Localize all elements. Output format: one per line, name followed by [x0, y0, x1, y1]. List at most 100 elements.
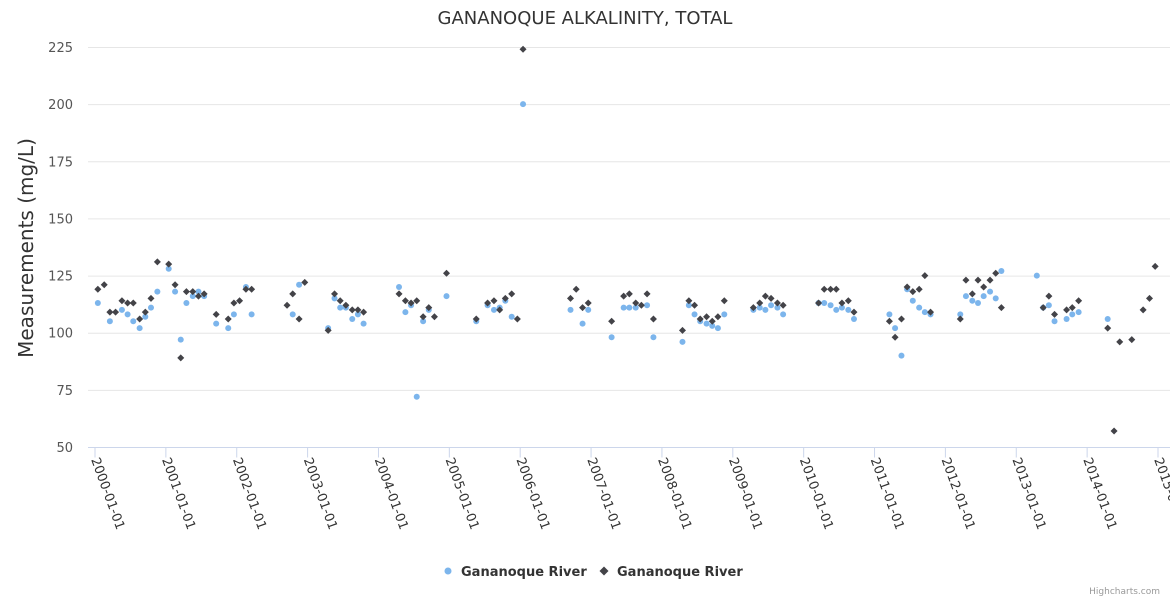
- data-point[interactable]: [112, 308, 120, 316]
- data-point[interactable]: [608, 317, 616, 325]
- data-point[interactable]: [172, 288, 179, 295]
- data-point[interactable]: [396, 284, 403, 290]
- data-point[interactable]: [632, 299, 640, 307]
- data-point[interactable]: [496, 306, 504, 314]
- data-point[interactable]: [962, 293, 969, 300]
- data-point[interactable]: [419, 313, 427, 321]
- data-point[interactable]: [94, 285, 102, 293]
- data-point[interactable]: [106, 308, 114, 316]
- data-point[interactable]: [118, 306, 125, 313]
- data-point[interactable]: [685, 297, 693, 305]
- data-point[interactable]: [903, 283, 911, 291]
- data-point[interactable]: [685, 302, 692, 309]
- data-point[interactable]: [1128, 336, 1136, 344]
- data-point[interactable]: [1116, 338, 1124, 346]
- data-point[interactable]: [442, 269, 450, 277]
- data-point[interactable]: [360, 308, 368, 316]
- data-point[interactable]: [845, 306, 852, 313]
- data-point[interactable]: [762, 306, 769, 313]
- data-point[interactable]: [567, 294, 575, 302]
- plot-area[interactable]: [94, 45, 1159, 435]
- data-point[interactable]: [992, 269, 1000, 277]
- data-point[interactable]: [709, 322, 716, 329]
- data-point[interactable]: [508, 313, 515, 320]
- data-point[interactable]: [501, 294, 509, 302]
- data-point[interactable]: [519, 45, 527, 53]
- data-point[interactable]: [773, 299, 781, 307]
- data-point[interactable]: [153, 258, 161, 266]
- data-point[interactable]: [248, 311, 255, 318]
- data-point[interactable]: [242, 285, 250, 293]
- data-point[interactable]: [620, 292, 628, 300]
- data-point[interactable]: [567, 306, 574, 313]
- data-point[interactable]: [579, 304, 587, 312]
- data-point[interactable]: [691, 301, 699, 309]
- data-point[interactable]: [360, 320, 367, 327]
- data-point[interactable]: [484, 299, 492, 307]
- data-point[interactable]: [1045, 302, 1052, 309]
- data-point[interactable]: [224, 315, 232, 323]
- data-point[interactable]: [177, 354, 185, 362]
- data-point[interactable]: [407, 299, 415, 307]
- data-point[interactable]: [354, 311, 361, 318]
- data-point[interactable]: [94, 300, 101, 306]
- data-point[interactable]: [1039, 304, 1047, 312]
- data-point[interactable]: [236, 297, 244, 305]
- data-point[interactable]: [779, 301, 787, 309]
- data-point[interactable]: [182, 288, 190, 296]
- data-point[interactable]: [230, 299, 238, 307]
- data-point[interactable]: [980, 293, 987, 300]
- data-point[interactable]: [708, 317, 716, 325]
- data-point[interactable]: [756, 304, 763, 311]
- data-point[interactable]: [703, 313, 711, 321]
- data-point[interactable]: [147, 304, 154, 311]
- data-point[interactable]: [443, 293, 450, 300]
- data-point[interactable]: [401, 297, 409, 305]
- data-point[interactable]: [147, 294, 155, 302]
- data-point[interactable]: [1145, 294, 1153, 302]
- data-point[interactable]: [213, 320, 220, 327]
- data-point[interactable]: [130, 318, 137, 325]
- data-point[interactable]: [850, 316, 857, 322]
- data-point[interactable]: [703, 320, 710, 327]
- data-point[interactable]: [761, 292, 769, 300]
- legend-item-series-1[interactable]: Gananoque River: [444, 565, 588, 580]
- data-point[interactable]: [643, 290, 651, 298]
- data-point[interactable]: [420, 318, 427, 325]
- data-point[interactable]: [921, 272, 929, 280]
- data-point[interactable]: [987, 288, 994, 295]
- data-point[interactable]: [513, 315, 521, 323]
- data-point[interactable]: [974, 276, 982, 284]
- data-point[interactable]: [154, 288, 161, 295]
- data-point[interactable]: [295, 315, 303, 323]
- data-point[interactable]: [827, 302, 834, 309]
- data-point[interactable]: [413, 297, 421, 305]
- data-point[interactable]: [349, 316, 356, 322]
- data-point[interactable]: [124, 299, 132, 307]
- data-point[interactable]: [832, 285, 840, 293]
- series-2[interactable]: [94, 45, 1159, 435]
- data-point[interactable]: [1075, 309, 1082, 316]
- data-point[interactable]: [189, 293, 196, 300]
- data-point[interactable]: [183, 300, 190, 306]
- data-point[interactable]: [189, 288, 197, 296]
- data-point[interactable]: [897, 315, 905, 323]
- data-point[interactable]: [756, 299, 764, 307]
- data-point[interactable]: [691, 311, 698, 318]
- data-point[interactable]: [998, 268, 1005, 274]
- data-point[interactable]: [289, 290, 297, 298]
- data-point[interactable]: [572, 285, 580, 293]
- data-point[interactable]: [678, 326, 686, 334]
- data-point[interactable]: [1110, 427, 1118, 435]
- data-point[interactable]: [957, 311, 964, 318]
- data-point[interactable]: [820, 285, 828, 293]
- data-point[interactable]: [212, 310, 220, 318]
- data-point[interactable]: [579, 320, 586, 327]
- data-point[interactable]: [177, 336, 184, 343]
- data-point[interactable]: [136, 315, 144, 323]
- data-point[interactable]: [891, 333, 899, 341]
- data-point[interactable]: [850, 308, 858, 316]
- data-point[interactable]: [402, 309, 409, 316]
- data-point[interactable]: [354, 306, 362, 314]
- data-point[interactable]: [815, 299, 823, 307]
